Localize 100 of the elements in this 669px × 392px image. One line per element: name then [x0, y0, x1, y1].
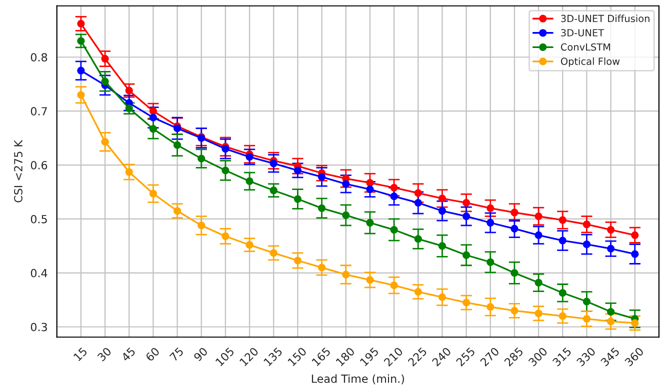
point	[77, 20, 85, 28]
x-tick-label: 15	[73, 347, 88, 362]
point	[149, 190, 158, 198]
point	[462, 251, 470, 259]
point	[149, 107, 158, 115]
point	[101, 78, 109, 86]
x-tick-label: 30	[96, 346, 112, 362]
point	[390, 192, 398, 200]
point	[270, 160, 278, 168]
point	[390, 184, 398, 192]
point	[534, 212, 542, 220]
point	[438, 242, 446, 250]
point	[414, 235, 422, 243]
y-tick-label: 0.7	[30, 107, 47, 116]
y-tick-label: 0.3	[30, 322, 47, 332]
point	[366, 276, 374, 284]
point	[534, 231, 542, 239]
x-tick-label: 135	[263, 346, 283, 366]
point	[198, 154, 206, 162]
point	[631, 250, 639, 258]
point	[582, 240, 591, 248]
point	[222, 166, 230, 174]
point	[510, 224, 518, 233]
x-tick-label: 105	[215, 346, 235, 366]
point	[125, 86, 133, 94]
point	[438, 207, 446, 215]
point	[342, 270, 350, 278]
legend-label: Optical Flow	[560, 57, 620, 67]
point	[318, 173, 326, 181]
x-tick-label: 330	[576, 346, 596, 367]
x-tick-label: 240	[432, 346, 452, 367]
point	[534, 278, 542, 286]
point	[125, 104, 133, 112]
point	[510, 208, 518, 216]
point	[414, 189, 422, 197]
x-tick-label: 210	[383, 346, 404, 367]
point	[173, 124, 182, 132]
point	[246, 177, 254, 186]
point	[534, 310, 542, 318]
point	[294, 166, 302, 174]
y-tick-label: 0.8	[30, 53, 48, 62]
point	[582, 298, 591, 306]
point	[77, 37, 85, 45]
point	[631, 319, 639, 327]
y-axis-title: CSI <275 K	[14, 140, 22, 202]
point	[294, 195, 302, 203]
point	[77, 66, 85, 74]
legend-label: 3D-UNET	[561, 29, 604, 36]
point	[222, 232, 230, 240]
point	[366, 185, 374, 194]
point	[390, 282, 398, 290]
point	[366, 179, 374, 187]
x-tick-label: 75	[169, 347, 184, 362]
point	[606, 226, 615, 234]
x-tick-label: 60	[145, 346, 160, 362]
point	[510, 306, 518, 315]
point	[173, 207, 182, 215]
legend-label: 3D-UNET Diffusion	[561, 14, 650, 22]
x-axis-title: Lead Time (min.)	[312, 374, 404, 384]
point	[246, 153, 254, 161]
x-tick-label: 165	[311, 346, 331, 366]
point	[173, 141, 182, 149]
point	[149, 125, 158, 133]
point	[438, 293, 446, 302]
point	[390, 226, 398, 234]
x-tick-label: 150	[287, 346, 307, 366]
point	[414, 198, 422, 207]
point	[318, 204, 326, 212]
point	[462, 198, 470, 207]
point	[558, 236, 566, 244]
y-tick-label: 0.4	[30, 268, 48, 278]
point	[486, 218, 494, 227]
y-tick-label: 0.6	[30, 161, 48, 170]
point	[342, 180, 350, 188]
point	[101, 138, 109, 146]
point	[438, 194, 446, 202]
point	[486, 258, 494, 266]
point	[246, 241, 254, 249]
point	[462, 298, 470, 306]
x-tick-label: 300	[528, 346, 548, 367]
legend-label: ConvLSTM	[560, 43, 610, 51]
point	[631, 231, 639, 239]
point	[149, 114, 158, 122]
point	[366, 218, 374, 227]
point	[318, 264, 326, 272]
point	[270, 249, 278, 257]
point	[606, 308, 615, 316]
point	[125, 168, 133, 176]
point	[101, 54, 109, 63]
x-tick-label: 270	[480, 346, 500, 367]
point	[294, 256, 302, 264]
point	[77, 91, 85, 99]
point	[606, 244, 615, 252]
point	[558, 216, 566, 224]
point	[414, 288, 422, 296]
point	[270, 186, 278, 194]
point	[486, 204, 494, 212]
point	[558, 289, 566, 297]
x-tick-label: 120	[239, 346, 259, 366]
point	[222, 145, 230, 153]
